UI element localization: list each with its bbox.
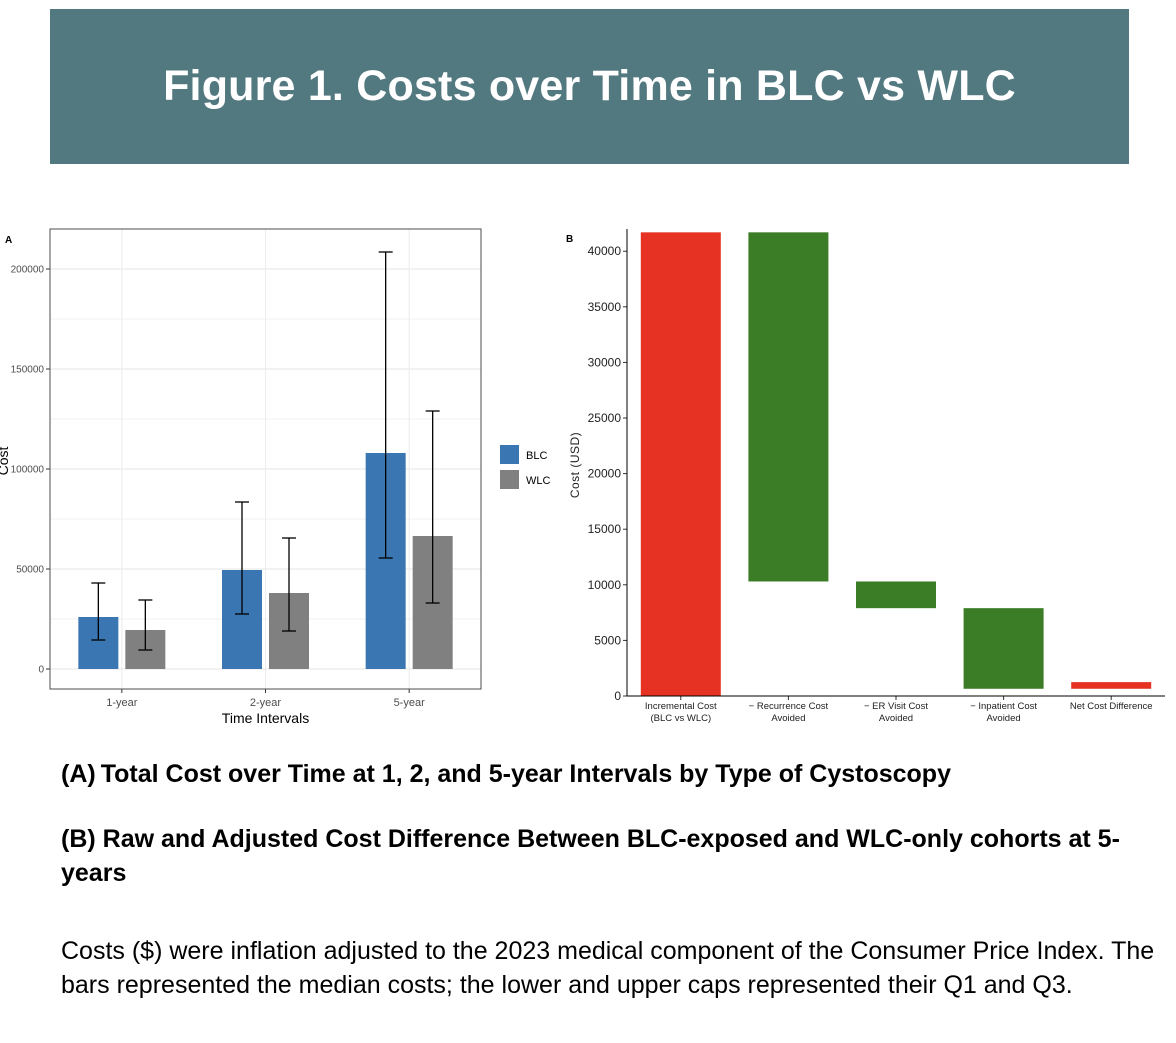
x-tick-label-line: Avoided	[771, 713, 805, 724]
y-tick-label: 15000	[588, 522, 622, 536]
y-tick-label: 30000	[588, 355, 622, 369]
y-tick-label: 5000	[594, 633, 621, 647]
panel-b-label: B	[566, 234, 573, 245]
y-tick-label: 35000	[588, 300, 622, 314]
title-banner: Figure 1. Costs over Time in BLC vs WLC	[50, 9, 1129, 164]
x-tick-label-line: − Recurrence Cost	[749, 701, 829, 712]
x-tick-label: − Recurrence Cost Avoided	[749, 701, 829, 724]
x-tick-label: − Inpatient Cost Avoided	[970, 701, 1037, 724]
x-tick-label-line: − ER Visit Cost	[864, 701, 928, 712]
caption-b: (B) Raw and Adjusted Cost Difference Bet…	[61, 825, 1120, 887]
x-axis-title-a: Time Intervals	[222, 710, 309, 726]
figure-title: Figure 1. Costs over Time in BLC vs WLC	[163, 62, 1016, 110]
y-axis-title-b: Cost (USD)	[568, 432, 582, 498]
x-tick-label-line: − Inpatient Cost	[970, 701, 1037, 712]
chart-b: B 0 5000 10000 15000 20000 25000 30000 35000 4000…	[566, 229, 1165, 724]
legend-label-wlc: WLC	[526, 475, 551, 487]
x-tick-label-line: Incremental Cost	[645, 701, 717, 712]
caption-a: (A) Total Cost over Time at 1, 2, and 5-…	[61, 760, 951, 788]
waterfall-bar-1	[640, 232, 721, 697]
legend-label-blc: BLC	[526, 450, 547, 462]
x-tick-label: − ER Visit Cost Avoided	[864, 701, 928, 724]
figure-note: Costs ($) were inflation adjusted to the…	[61, 937, 1155, 999]
y-tick-label: 20000	[588, 467, 622, 481]
legend-key-wlc	[500, 470, 519, 489]
legend-key-blc	[500, 445, 519, 464]
x-tick-label-line: (BLC vs WLC)	[650, 713, 711, 724]
y-tick-label: 10000	[588, 578, 622, 592]
waterfall-bar-3	[856, 581, 936, 609]
y-tick-label: 200000	[11, 265, 45, 276]
y-tick-label: 100000	[11, 465, 45, 476]
x-tick-label: 1-year	[106, 697, 138, 709]
y-axis-title-a: Cost	[0, 447, 11, 476]
y-tick-label: 150000	[11, 365, 45, 376]
y-tick-label: 0	[614, 689, 621, 703]
y-tick-label: 25000	[588, 411, 622, 425]
panel-a-label: A	[5, 235, 12, 246]
plot-border-a	[49, 228, 482, 690]
waterfall-bar-5	[1071, 682, 1152, 689]
x-tick-label: 2-year	[250, 697, 282, 709]
x-tick-label: 5-year	[394, 697, 426, 709]
x-tick-label-line: Avoided	[987, 713, 1021, 724]
waterfall-bar-4	[963, 608, 1044, 689]
y-tick-label: 50000	[16, 565, 44, 576]
waterfall-bar-2	[748, 232, 829, 582]
y-tick-label: 40000	[588, 244, 622, 258]
x-tick-label-line: Avoided	[879, 713, 913, 724]
x-tick-label-line: Net Cost Difference	[1070, 701, 1153, 712]
chart-a: A 0 50000 100000 150000 200000 1-year 2-year 5-y…	[0, 228, 551, 726]
y-tick-label: 0	[38, 665, 44, 676]
x-tick-label: Incremental Cost (BLC vs WLC)	[645, 701, 717, 724]
x-tick-label: Net Cost Difference	[1070, 701, 1153, 712]
